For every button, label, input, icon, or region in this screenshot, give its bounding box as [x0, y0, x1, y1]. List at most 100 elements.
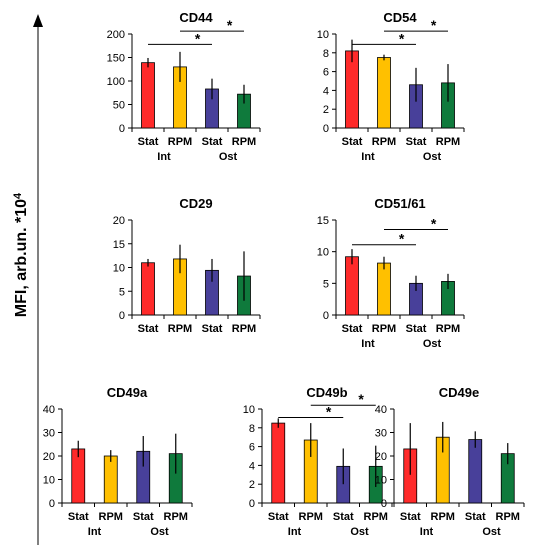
- group-label: Int: [361, 338, 375, 350]
- significance-star: *: [358, 391, 364, 407]
- y-tick-label: 150: [107, 53, 125, 65]
- category-label: RPM: [431, 511, 455, 523]
- y-tick-label: 40: [375, 404, 387, 416]
- y-tick-label: 30: [43, 428, 55, 440]
- group-label: Ost: [150, 526, 169, 538]
- y-tick-label: 10: [317, 247, 329, 259]
- panel-cd51-61: CD51/61 0 5 10 15 Stat RPM Stat RPM Int Ost * *: [317, 196, 465, 350]
- y-axis-title-text: MFI, arb.un. *10: [13, 199, 30, 317]
- panel-cd49b: CD49b 0 2 4 6 8 10 Stat RPM Stat RPM Int Ost * *: [243, 385, 393, 538]
- significance-star: *: [431, 17, 437, 33]
- category-label: RPM: [372, 136, 396, 148]
- y-tick-label: 0: [323, 310, 329, 322]
- group-label: Ost: [219, 151, 238, 163]
- y-tick-label: 2: [323, 104, 329, 116]
- bar: [103, 455, 118, 504]
- group-label: Ost: [423, 151, 442, 163]
- category-label: Stat: [406, 323, 427, 335]
- panel-title: CD49e: [439, 385, 479, 400]
- y-tick-label: 4: [249, 460, 255, 472]
- category-label: Stat: [138, 136, 159, 148]
- y-tick-label: 20: [375, 451, 387, 463]
- y-tick-label: 0: [381, 498, 387, 510]
- significance-star: *: [195, 30, 201, 46]
- bar: [377, 57, 391, 129]
- panel-title: CD51/61: [374, 196, 425, 211]
- bar: [271, 422, 286, 504]
- y-axis-arrow: [33, 14, 43, 545]
- y-tick-label: 2: [249, 479, 255, 491]
- bar: [141, 62, 155, 129]
- category-label: RPM: [99, 511, 123, 523]
- significance-star: *: [399, 231, 405, 247]
- bar: [345, 50, 359, 129]
- category-label: RPM: [164, 511, 188, 523]
- panel-title: CD44: [179, 10, 213, 25]
- y-tick-label: 10: [43, 475, 55, 487]
- group-label: Int: [157, 151, 171, 163]
- y-tick-label: 6: [249, 442, 255, 454]
- category-label: RPM: [168, 323, 192, 335]
- significance-star: *: [431, 216, 437, 232]
- y-tick-label: 15: [113, 239, 125, 251]
- group-label: Int: [361, 151, 375, 163]
- category-label: Stat: [138, 323, 159, 335]
- y-tick-label: 50: [113, 100, 125, 112]
- category-label: RPM: [299, 511, 323, 523]
- bar: [468, 439, 483, 504]
- y-tick-label: 200: [107, 29, 125, 41]
- category-label: RPM: [436, 323, 460, 335]
- y-tick-label: 8: [323, 48, 329, 60]
- category-label: Stat: [202, 136, 223, 148]
- y-tick-label: 5: [323, 278, 329, 290]
- category-label: Stat: [133, 511, 154, 523]
- panel-title: CD29: [179, 196, 212, 211]
- panel-cd44: CD44 0 50 100 150 200 Stat RPM Stat RPM Int Ost * *: [107, 10, 261, 163]
- y-tick-label: 40: [43, 404, 55, 416]
- bar: [345, 256, 359, 316]
- panel-cd49a: CD49a 0 10 20 30 40 Stat RPM Stat RPM Int Ost: [43, 385, 193, 538]
- category-label: Stat: [68, 511, 89, 523]
- y-tick-label: 0: [119, 310, 125, 322]
- y-tick-label: 100: [107, 76, 125, 88]
- category-label: RPM: [232, 136, 256, 148]
- group-label: Ost: [350, 526, 369, 538]
- y-tick-label: 4: [323, 85, 329, 97]
- category-label: Stat: [342, 136, 363, 148]
- y-tick-label: 10: [113, 263, 125, 275]
- panel-title: CD49b: [306, 385, 347, 400]
- panel-cd49e: CD49e 0 10 20 30 40 Stat RPM Stat RPM Int Ost: [375, 385, 525, 538]
- bar: [377, 262, 391, 316]
- panel-cd29: CD29 0 5 10 15 20 Stat RPM Stat RPM: [113, 196, 261, 335]
- y-tick-label: 30: [375, 428, 387, 440]
- y-tick-label: 0: [323, 123, 329, 135]
- y-tick-label: 8: [249, 423, 255, 435]
- panel-title: CD49a: [107, 385, 148, 400]
- y-tick-label: 15: [317, 215, 329, 227]
- category-label: RPM: [232, 323, 256, 335]
- category-label: Stat: [406, 136, 427, 148]
- y-tick-label: 10: [243, 404, 255, 416]
- significance-star: *: [399, 30, 405, 46]
- category-label: RPM: [496, 511, 520, 523]
- group-label: Int: [88, 526, 102, 538]
- y-tick-label: 0: [119, 123, 125, 135]
- group-label: Ost: [482, 526, 501, 538]
- category-label: Stat: [342, 323, 363, 335]
- y-axis-title: MFI, arb.un. *104: [12, 192, 30, 317]
- significance-star: *: [326, 403, 332, 419]
- y-tick-label: 10: [317, 29, 329, 41]
- group-label: Int: [288, 526, 302, 538]
- category-label: Stat: [202, 323, 223, 335]
- category-label: Stat: [333, 511, 354, 523]
- category-label: Stat: [465, 511, 486, 523]
- y-tick-label: 0: [249, 498, 255, 510]
- significance-star: *: [227, 17, 233, 33]
- bar: [141, 262, 155, 316]
- group-label: Int: [420, 526, 434, 538]
- y-tick-label: 20: [113, 215, 125, 227]
- panel-cd54: CD54 0 2 4 6 8 10 Stat RPM Stat RPM Int Ost * *: [317, 10, 465, 163]
- category-label: RPM: [372, 323, 396, 335]
